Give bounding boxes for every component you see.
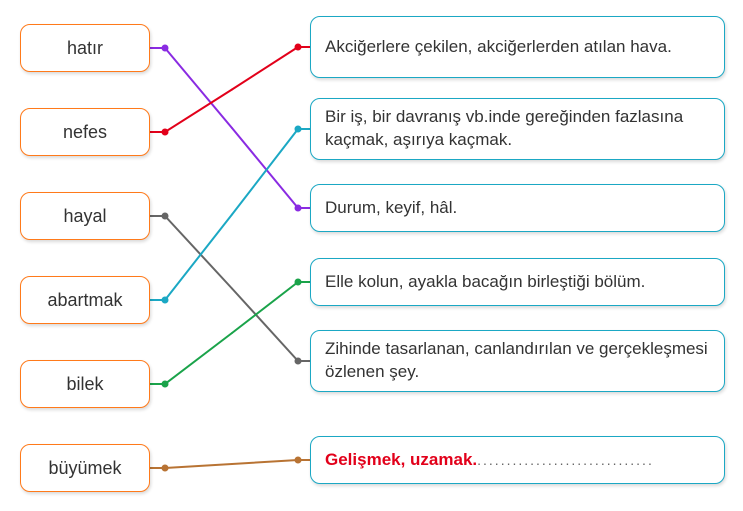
word-label: bilek [66, 374, 103, 395]
connection-node [295, 205, 302, 212]
definition-text: Durum, keyif, hâl. [325, 197, 457, 220]
connection-node [162, 45, 169, 52]
word-label: hayal [63, 206, 106, 227]
connection-node [295, 279, 302, 286]
connection-node [162, 297, 169, 304]
word-box-abartmak: abartmak [20, 276, 150, 324]
dotted-fill: .............................. [477, 451, 654, 470]
word-box-buyumek: büyümek [20, 444, 150, 492]
connection-node [162, 465, 169, 472]
connection-node [295, 457, 302, 464]
word-label: büyümek [48, 458, 121, 479]
word-label: abartmak [47, 290, 122, 311]
definition-box-d3: Durum, keyif, hâl. [310, 184, 725, 232]
definition-box-d1: Akciğerlere çekilen, akciğerlerden atıla… [310, 16, 725, 78]
definition-box-d4: Elle kolun, ayakla bacağın birleştiği bö… [310, 258, 725, 306]
word-label: nefes [63, 122, 107, 143]
connection-node [162, 381, 169, 388]
word-box-hayal: hayal [20, 192, 150, 240]
connection-node [295, 358, 302, 365]
connection-node [162, 129, 169, 136]
connection-node [295, 126, 302, 133]
connection-node [162, 213, 169, 220]
definition-box-d6: Gelişmek, uzamak........................… [310, 436, 725, 484]
definition-box-d5: Zihinde tasarlanan, canlandırılan ve ger… [310, 330, 725, 392]
word-label: hatır [67, 38, 103, 59]
definition-text: Zihinde tasarlanan, canlandırılan ve ger… [325, 338, 710, 384]
definition-box-d2: Bir iş, bir davranış vb.inde gereğinden … [310, 98, 725, 160]
word-box-bilek: bilek [20, 360, 150, 408]
definition-text: Elle kolun, ayakla bacağın birleştiği bö… [325, 271, 645, 294]
word-box-nefes: nefes [20, 108, 150, 156]
connection-node [295, 44, 302, 51]
definition-text: Bir iş, bir davranış vb.inde gereğinden … [325, 106, 710, 152]
answer-text: Gelişmek, uzamak. [325, 449, 477, 472]
word-box-hatir: hatır [20, 24, 150, 72]
definition-text: Akciğerlere çekilen, akciğerlerden atıla… [325, 36, 672, 59]
